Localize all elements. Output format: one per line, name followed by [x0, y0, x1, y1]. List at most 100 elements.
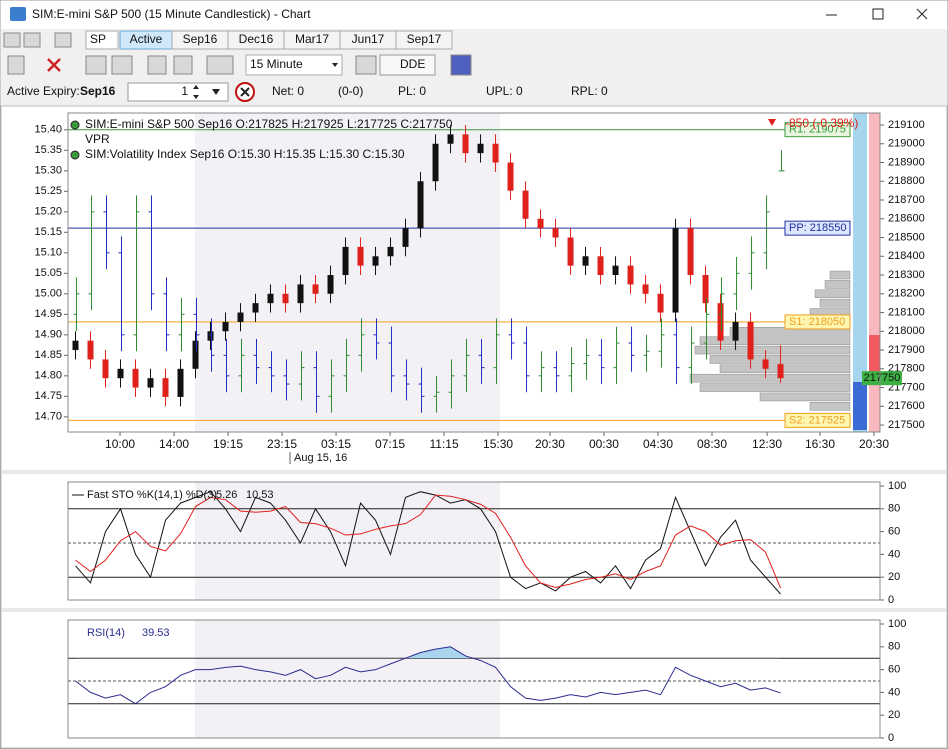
symbol[interactable]: SP	[90, 32, 106, 46]
candle-body	[342, 246, 349, 276]
candle-body	[72, 340, 79, 351]
ask-depth	[869, 335, 880, 385]
y-tick-label: 80	[888, 641, 900, 653]
last-price: 217750	[864, 372, 901, 384]
candle-body	[492, 143, 499, 163]
pivot-label: R1: 219075	[789, 124, 846, 136]
x-tick-label: 23:15	[267, 437, 297, 451]
bid-depth	[853, 382, 867, 430]
tab-label[interactable]: Mar17	[295, 32, 329, 46]
close-button[interactable]	[916, 8, 928, 20]
dde-button[interactable]	[379, 54, 436, 76]
candle-body	[462, 134, 469, 154]
pane-splitter[interactable]	[2, 608, 946, 612]
candle-body	[297, 284, 304, 304]
y-tick-label: 100	[888, 480, 906, 492]
pivot-label: S1: 218050	[789, 316, 845, 328]
series-bullet	[70, 150, 80, 160]
y2-tick-label: 219000	[888, 138, 925, 150]
x-tick-label: 03:15	[321, 437, 351, 451]
tab-label[interactable]: Dec16	[239, 32, 274, 46]
tool-icon[interactable]	[111, 55, 133, 75]
candle-body	[237, 312, 244, 322]
candle-body	[582, 256, 589, 266]
candle-body	[687, 228, 694, 276]
candle-body	[612, 265, 619, 276]
dde-label[interactable]: DDE	[400, 57, 425, 71]
x-tick-label: 16:30	[805, 437, 835, 451]
candle-body	[312, 284, 319, 294]
date-label: Aug 15, 16	[294, 452, 347, 464]
x-tick-label: 12:30	[752, 437, 782, 451]
net: Net: 0	[272, 84, 304, 98]
tool-icon[interactable]	[54, 32, 72, 48]
tool-icon[interactable]	[355, 55, 377, 75]
quantity-input[interactable]	[127, 82, 229, 102]
candle-body	[192, 340, 199, 369]
spinner[interactable]	[193, 85, 220, 99]
y-tick-label: 40	[888, 686, 900, 698]
tab-label[interactable]: Sep17	[407, 32, 442, 46]
candle-body	[432, 143, 439, 182]
tool-icon[interactable]	[147, 55, 167, 75]
tab-label[interactable]: Sep16	[183, 32, 218, 46]
candle-body	[282, 293, 289, 304]
vpr-bar	[824, 280, 851, 289]
candle-body	[402, 228, 409, 247]
candle-body	[417, 181, 424, 229]
pane-splitter[interactable]	[2, 470, 946, 474]
candle-body	[672, 228, 679, 313]
maximize-button[interactable]	[872, 8, 884, 20]
legend-vix: SIM:Volatility Index Sep16 O:15.30 H:15.…	[85, 147, 405, 161]
interval-select[interactable]	[245, 54, 343, 76]
y-tick-label: 15.35	[34, 144, 62, 156]
expiry-label: Active Expiry:	[7, 84, 80, 98]
y2-tick-label: 217600	[888, 400, 925, 412]
vpr-bar	[699, 336, 851, 345]
tool-icon[interactable]	[23, 32, 41, 48]
window-controls[interactable]	[826, 8, 928, 20]
candle-body	[327, 275, 334, 294]
symbol-box[interactable]	[85, 30, 119, 50]
pivot-label-box	[784, 220, 851, 236]
delete-icon[interactable]	[47, 58, 61, 72]
y-tick-label: 15.10	[34, 247, 62, 259]
x-tick-label: 00:30	[589, 437, 619, 451]
quantity[interactable]: 1	[181, 84, 188, 98]
y2-tick-label: 218700	[888, 194, 925, 206]
candle-body	[117, 368, 124, 379]
tool-icon[interactable]	[206, 55, 234, 75]
series-bullet	[70, 120, 80, 130]
tab[interactable]	[395, 30, 453, 50]
tool-icon[interactable]	[173, 55, 193, 75]
y2-tick-label: 218000	[888, 325, 925, 337]
tab-label[interactable]: Jun17	[352, 32, 385, 46]
rsi-pane-border	[67, 619, 881, 739]
candle-body	[387, 246, 394, 257]
tool-icon[interactable]	[85, 55, 107, 75]
tool-icon[interactable]	[3, 32, 21, 48]
x-tick-label: 15:30	[483, 437, 513, 451]
x-tick-label: 04:30	[643, 437, 673, 451]
candle-body	[717, 303, 724, 341]
tool-icon[interactable]	[7, 55, 25, 75]
x-tick-label: 20:30	[859, 437, 889, 451]
y2-tick-label: 218600	[888, 213, 925, 225]
vpr-bar	[709, 355, 851, 364]
tab-label[interactable]: Active	[130, 32, 163, 46]
tool-icon[interactable]	[450, 54, 472, 76]
legend-es: SIM:E-mini S&P 500 Sep16 O:217825 H:2179…	[85, 117, 453, 131]
candle-body	[357, 246, 364, 266]
candle-body	[657, 293, 664, 313]
candle-body	[732, 321, 739, 341]
y-tick-label: 14.70	[34, 411, 62, 423]
y2-tick-label: 218400	[888, 250, 925, 262]
y-tick-label: 15.30	[34, 165, 62, 177]
x-tick-label: 10:00	[105, 437, 135, 451]
vpr-bar	[819, 298, 851, 308]
y2-tick-label: 218200	[888, 288, 925, 300]
legend-vpr: VPR	[85, 132, 110, 146]
candle-body	[747, 321, 754, 360]
interval[interactable]: 15 Minute	[250, 57, 303, 71]
y-tick-label: 14.95	[34, 308, 62, 320]
